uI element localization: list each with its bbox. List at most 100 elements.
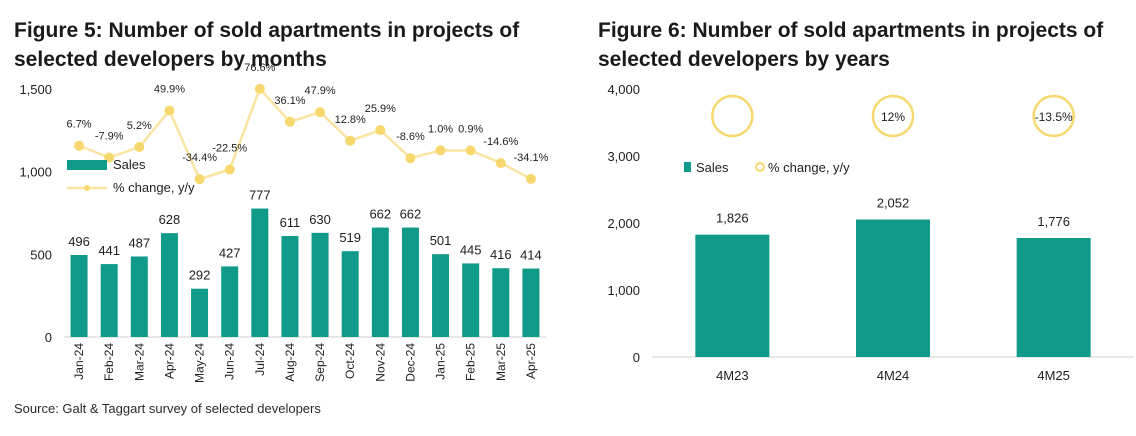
fig5-pct-label: -14.6% [483,136,518,148]
fig6-pct-label: -13.5% [1035,110,1073,124]
fig5-pct-marker [465,145,476,156]
fig5-category-label: Sep-24 [313,343,327,382]
fig5-pct-marker [254,83,265,94]
fig5-category-label: Dec-24 [403,343,417,382]
fig5-category-label: Jan-25 [434,343,448,380]
fig5-category-label: May-24 [193,343,207,383]
fig5-pct-marker [345,135,356,146]
fig6-bar [695,234,770,357]
fig5-bar [432,254,450,337]
fig5-bar [100,264,118,337]
fig6-pct-label: 12% [881,110,905,124]
fig6-bar [1016,238,1091,357]
fig6-pct-marker [711,94,754,138]
fig5-pct-marker [495,158,506,169]
fig6-bar-label: 2,052 [877,196,910,211]
fig6-category-label: 4M23 [716,368,749,383]
fig5-pct-label: 1.0% [428,123,453,135]
fig5-pct-label: -34.4% [182,152,217,164]
fig5-bar [130,256,148,337]
fig5-bar [371,227,389,337]
fig5-category-label: Nov-24 [373,343,387,382]
fig5-category-label: Feb-25 [464,343,478,381]
fig5-category-label: Jun-24 [223,343,237,380]
fig5-bar-label: 416 [490,247,512,262]
fig5-pct-label: -34.1% [514,152,549,164]
figure6-title: Figure 6: Number of sold apartments in p… [598,19,1104,71]
fig6-legend-pct-marker [755,162,765,172]
fig6-category-label: 4M25 [1037,368,1070,383]
fig6-ytick-label: 4,000 [607,82,640,97]
fig5-bar [221,266,239,337]
fig5-bar-label: 487 [128,235,150,250]
fig6-bar [856,219,930,357]
fig5-pct-label: 76.6% [244,62,275,74]
fig5-pct-label: -22.5% [212,142,247,154]
fig5-pct-marker [134,141,145,152]
fig5-pct-label: -7.9% [95,131,124,143]
figure5-title: Figure 5: Number of sold apartments in p… [14,19,520,71]
fig5-bar [401,227,419,337]
fig5-bar [70,254,88,337]
fig6-legend-sales-swatch [684,162,691,172]
fig5-pct-marker [284,116,295,127]
fig5-pct-label: 49.9% [154,84,185,96]
fig5-category-label: Apr-25 [524,343,538,379]
fig5-legend-sales-swatch [67,160,107,170]
fig5-pct-label: 5.2% [127,120,152,132]
fig5-bar-label: 501 [430,233,452,248]
fig5-bar-label: 630 [309,212,331,227]
fig5-legend-pct-marker [84,185,90,191]
fig5-pct-label: 0.9% [458,123,483,135]
fig6-ytick-label: 3,000 [607,149,640,164]
source-note: Source: Galt & Taggart survey of selecte… [14,401,321,416]
fig5-ytick-label: 1,500 [19,82,52,97]
fig5-pct-label: 36.1% [274,95,305,107]
fig5-category-label: Oct-24 [343,343,357,379]
fig5-bar-label: 414 [520,248,542,263]
fig5-bar [522,268,540,337]
fig5-bar-label: 496 [68,234,90,249]
fig6-pct-marker [871,94,915,138]
fig5-pct-marker [194,174,205,185]
fig5-bar [341,251,359,337]
fig5-category-label: Apr-24 [162,343,176,379]
fig5-category-label: Feb-24 [102,343,116,381]
fig5-bar [160,233,178,337]
fig5-bar [281,235,299,337]
fig5-bar [191,288,209,337]
fig5-category-label: Mar-24 [132,343,146,381]
fig5-bar [311,232,329,337]
fig6-legend-pct-label: % change, y/y [768,160,850,175]
fig5-bar-label: 777 [249,188,271,203]
fig5-pct-marker [164,105,175,116]
fig6-bar-label: 1,776 [1037,214,1070,229]
fig5-pct-label: -8.6% [396,131,425,143]
fig6-bar-label: 1,826 [716,211,749,226]
fig5-pct-marker [435,145,446,156]
fig5-bar-label: 445 [460,242,482,257]
fig5-legend-pct-label: % change, y/y [113,180,195,195]
fig5-ytick-label: 500 [30,247,52,262]
fig5-pct-label: 25.9% [365,103,396,115]
fig5-pct-line [78,86,532,181]
fig5-bar-label: 292 [189,268,211,283]
fig5-bar [462,263,480,337]
fig5-ytick-label: 0 [45,330,52,345]
fig5-bar [492,268,510,337]
fig5-pct-marker [224,164,235,175]
fig5-bar [251,208,269,337]
fig5-bar-label: 427 [219,245,241,260]
fig6-ytick-label: 2,000 [607,216,640,231]
fig5-pct-marker [74,140,85,151]
fig5-bar-label: 519 [339,230,361,245]
fig6-ytick-label: 0 [633,350,640,365]
fig5-bar-label: 628 [159,212,181,227]
fig5-pct-label: 47.9% [304,85,335,97]
fig6-category-label: 4M24 [877,368,910,383]
fig5-category-label: Aug-24 [283,343,297,382]
fig6-pct-marker [1032,94,1075,138]
fig5-pct-label: 6.7% [67,119,92,131]
fig6-ytick-label: 1,000 [607,283,640,298]
